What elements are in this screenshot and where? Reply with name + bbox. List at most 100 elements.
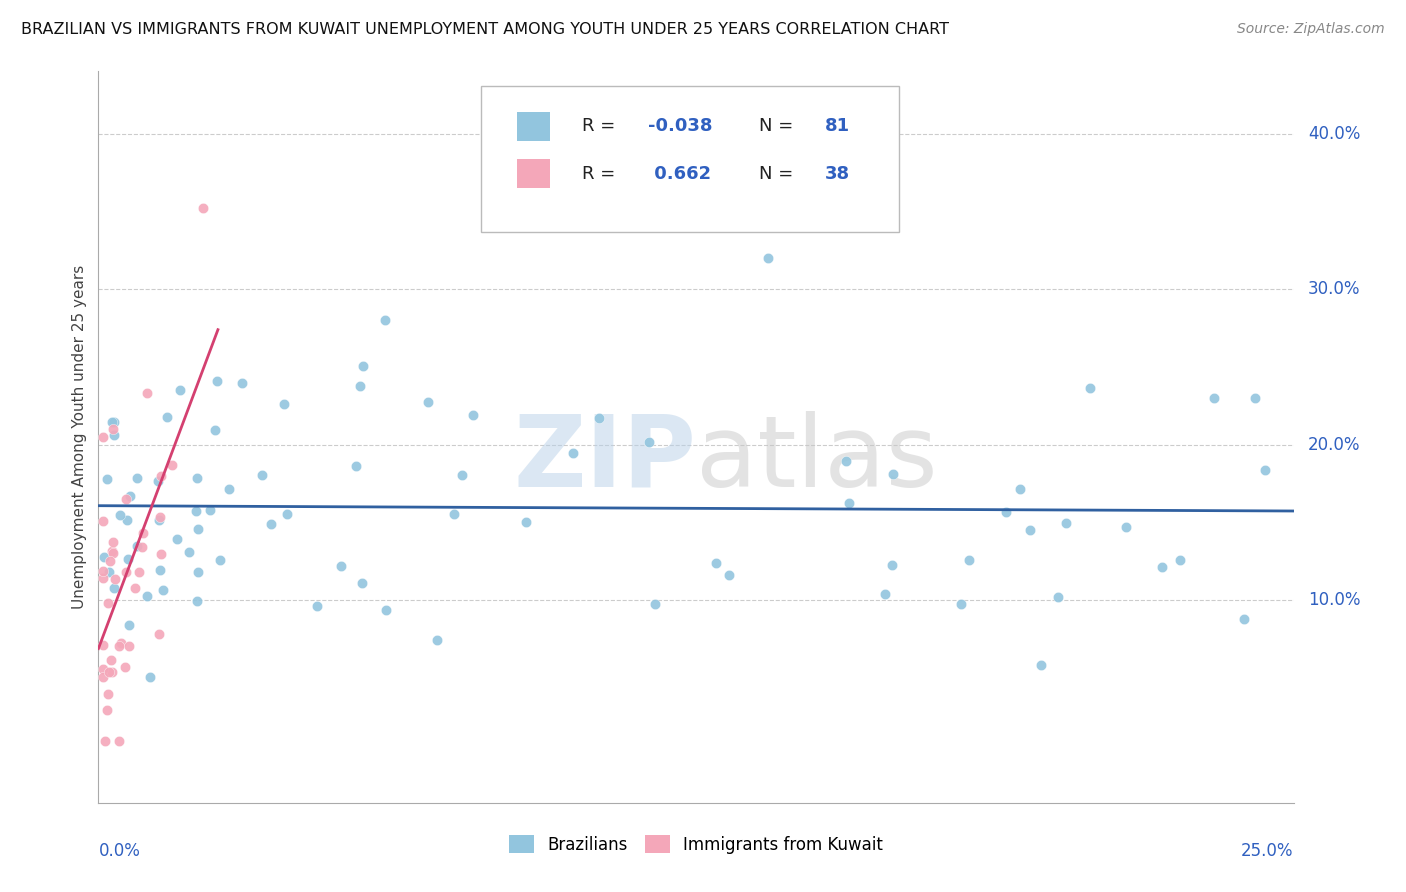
Point <box>114 492 136 507</box>
Point <box>644 597 666 611</box>
Point <box>114 660 136 674</box>
Text: R =: R = <box>582 165 621 183</box>
Point <box>638 434 661 449</box>
Point <box>276 507 298 521</box>
Point <box>149 509 172 524</box>
Point <box>100 553 122 567</box>
Point <box>198 503 221 517</box>
Point <box>97 596 120 610</box>
Point <box>451 468 474 483</box>
Point <box>1152 559 1174 574</box>
FancyBboxPatch shape <box>481 86 900 232</box>
Point <box>957 552 980 566</box>
Point <box>97 565 120 579</box>
Point <box>104 572 127 586</box>
Text: 81: 81 <box>825 117 851 136</box>
Point <box>756 251 779 265</box>
Point <box>1168 552 1191 566</box>
Point <box>96 702 118 716</box>
Point <box>191 201 214 215</box>
Point <box>1078 381 1101 395</box>
Point <box>98 665 121 679</box>
Point <box>94 733 117 747</box>
Text: 38: 38 <box>825 165 851 183</box>
Point <box>1115 519 1137 533</box>
Point <box>561 446 583 460</box>
Point <box>97 687 120 701</box>
Point <box>91 638 114 652</box>
Point <box>103 428 125 442</box>
Text: Source: ZipAtlas.com: Source: ZipAtlas.com <box>1237 22 1385 37</box>
Point <box>950 597 973 611</box>
Point <box>218 482 240 496</box>
Text: 10.0%: 10.0% <box>1308 591 1361 609</box>
Point <box>127 471 149 485</box>
Point <box>344 458 367 473</box>
Text: 25.0%: 25.0% <box>1241 842 1294 860</box>
Point <box>838 496 860 510</box>
Point <box>114 566 136 580</box>
Point <box>187 566 209 580</box>
Point <box>718 568 741 582</box>
Text: -0.038: -0.038 <box>648 117 713 136</box>
Point <box>418 395 440 409</box>
Point <box>149 563 172 577</box>
Point <box>443 507 465 521</box>
Point <box>139 670 162 684</box>
Point <box>150 547 173 561</box>
Point <box>1254 463 1277 477</box>
Point <box>995 505 1018 519</box>
Point <box>120 489 142 503</box>
Point <box>204 423 226 437</box>
Point <box>1008 483 1031 497</box>
Point <box>352 359 374 373</box>
Text: 0.0%: 0.0% <box>98 842 141 860</box>
Text: atlas: atlas <box>696 410 938 508</box>
Text: R =: R = <box>582 117 621 136</box>
Point <box>110 636 132 650</box>
Point <box>882 467 904 481</box>
Point <box>515 515 537 529</box>
Point <box>880 558 903 573</box>
Point <box>307 599 329 614</box>
Point <box>118 639 141 653</box>
Point <box>131 540 153 554</box>
Point <box>103 534 125 549</box>
Point <box>103 581 125 595</box>
Point <box>93 550 115 565</box>
Point <box>91 430 114 444</box>
Point <box>108 639 131 653</box>
Text: 40.0%: 40.0% <box>1308 125 1360 143</box>
Point <box>273 397 295 411</box>
Text: ZIP: ZIP <box>513 410 696 508</box>
Point <box>205 375 228 389</box>
Point <box>186 594 208 608</box>
Point <box>103 546 125 560</box>
Point <box>117 618 139 632</box>
Point <box>128 565 150 579</box>
Point <box>103 416 125 430</box>
Legend: Brazilians, Immigrants from Kuwait: Brazilians, Immigrants from Kuwait <box>502 829 890 860</box>
Point <box>156 409 179 424</box>
Point <box>1029 657 1052 672</box>
Point <box>135 386 157 401</box>
Point <box>148 513 170 527</box>
Point <box>375 603 398 617</box>
Point <box>135 589 157 603</box>
Point <box>107 733 129 747</box>
Point <box>1047 590 1070 604</box>
Point <box>1244 391 1267 405</box>
Point <box>117 513 139 527</box>
Text: 20.0%: 20.0% <box>1308 436 1361 454</box>
Point <box>231 376 253 390</box>
Point <box>835 454 858 468</box>
Point <box>101 543 124 558</box>
Point <box>1019 524 1042 538</box>
Text: N =: N = <box>759 117 799 136</box>
Point <box>704 556 727 570</box>
Point <box>91 514 114 528</box>
Point <box>169 383 191 397</box>
Point <box>250 467 273 482</box>
Bar <box>517 112 550 141</box>
Point <box>1202 391 1225 405</box>
